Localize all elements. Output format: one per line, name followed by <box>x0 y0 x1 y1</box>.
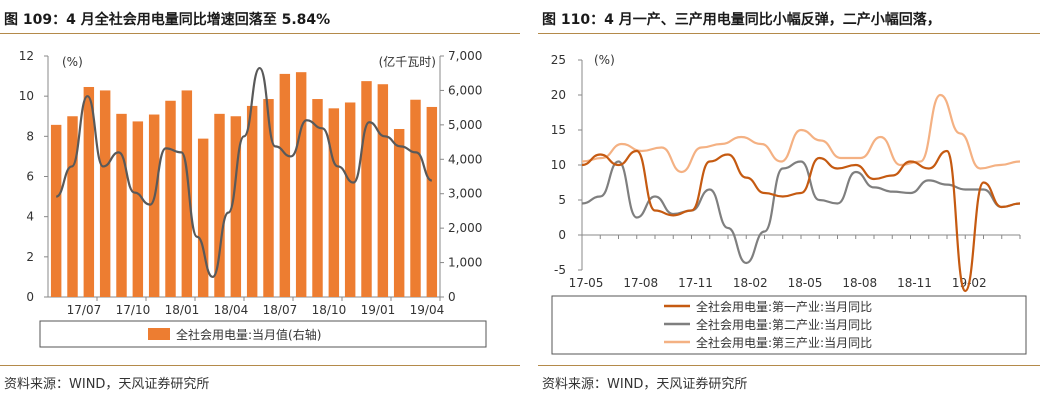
x-tick-label: 17-08 <box>623 276 658 290</box>
bar <box>410 99 421 297</box>
bar <box>328 108 340 298</box>
legend-label: 全社会用电量:当月值(右轴) <box>176 327 321 342</box>
secondary-industry-line <box>581 160 1021 265</box>
bar <box>197 138 209 297</box>
bar <box>116 113 127 297</box>
y-right-tick-label: 1,000 <box>448 256 482 270</box>
legend-label: 全社会用电量:第三产业:当月同比 <box>696 335 872 350</box>
y-left-tick-label: 12 <box>19 49 34 63</box>
y-right-tick-label: 4,000 <box>448 152 482 166</box>
x-tick-label: 17-11 <box>678 276 713 290</box>
y-tick-label: 15 <box>551 123 566 137</box>
bar <box>83 86 95 297</box>
y-right-tick-label: 2,000 <box>448 221 482 235</box>
x-tick-label: 18-11 <box>897 276 932 290</box>
chart-110-svg: 25 20 15 10 5 0 -5 (%) 17-05 17-08 17-11 18-02 18-05… <box>551 53 1027 355</box>
y-left-tick-label: 6 <box>26 170 34 184</box>
y-left-tick-label: 8 <box>26 129 34 143</box>
y-unit: (%) <box>594 53 615 67</box>
bar <box>279 73 291 297</box>
source-rule <box>538 365 1040 366</box>
title-rule <box>0 33 520 34</box>
figure-title: 图 110：4 月一产、三产用电量同比小幅反弹，二产小幅回落， <box>542 12 941 28</box>
figure-title: 图 109：4 月全社会用电量同比增速回落至 5.84% <box>4 12 331 28</box>
y-left-tick-label: 2 <box>26 250 34 264</box>
y-tick-label: -5 <box>554 263 566 277</box>
y-tick-label: 0 <box>558 228 566 242</box>
bar <box>246 105 258 298</box>
y-left-unit: (%) <box>62 55 83 69</box>
legend-box <box>551 295 1027 355</box>
y-right-tick-label: 7,000 <box>448 49 482 63</box>
y-left-tick-label: 4 <box>26 210 34 224</box>
x-tick-label: 18/07 <box>263 303 298 317</box>
y-left-tick-label: 10 <box>19 89 34 103</box>
x-tick-label: 17/07 <box>67 303 102 317</box>
bar <box>263 99 274 298</box>
bar <box>361 81 372 297</box>
y-tick-label: 5 <box>558 193 566 207</box>
bar <box>99 90 111 297</box>
x-tick-label: 18/01 <box>165 303 200 317</box>
bar <box>67 116 78 297</box>
bar <box>312 99 323 298</box>
x-tick-label: 17/10 <box>116 303 151 317</box>
figure-109: 图 109：4 月全社会用电量同比增速回落至 5.84% 0 2 4 6 8 10 12 0 1… <box>0 12 520 392</box>
bar <box>377 84 389 297</box>
y-tick-label: 10 <box>551 158 566 172</box>
x-tick-label: 18/04 <box>214 303 249 317</box>
x-tick-label: 18/10 <box>312 303 347 317</box>
x-tick-label: 18-05 <box>788 276 823 290</box>
y-left-tick-label: 0 <box>26 290 34 304</box>
bar <box>426 106 438 297</box>
y-right-tick-label: 5,000 <box>448 118 482 132</box>
x-tick-label: 19/01 <box>361 303 396 317</box>
y-right-tick-label: 0 <box>448 290 456 304</box>
figure-110: 图 110：4 月一产、三产用电量同比小幅反弹，二产小幅回落， 25 20 15 10… <box>538 0 1040 402</box>
x-tick-label: 18-02 <box>733 276 768 290</box>
x-tick-label: 18-08 <box>842 276 877 290</box>
bar <box>148 114 160 298</box>
y-right-unit: (亿千瓦时) <box>379 54 436 69</box>
bar <box>344 102 356 297</box>
figure-source: 资料来源：WIND，天风证券研究所 <box>542 377 748 392</box>
chart-109-svg: 0 2 4 6 8 10 12 0 1,000 2,000 3,000 4,000 5,000 6,000… <box>19 49 487 348</box>
x-tick-label: 19/04 <box>410 303 445 317</box>
bar <box>214 113 225 297</box>
bar <box>132 121 144 298</box>
y-right-tick-label: 6,000 <box>448 83 482 97</box>
x-tick-label: 17-05 <box>569 276 604 290</box>
bar <box>50 124 62 297</box>
legend-swatch <box>148 328 170 340</box>
title-rule <box>538 33 1040 34</box>
primary-industry-line <box>581 149 1021 293</box>
bar <box>393 128 405 297</box>
bar <box>165 100 176 297</box>
legend-label: 全社会用电量:第一产业:当月同比 <box>696 299 872 314</box>
legend-label: 全社会用电量:第二产业:当月同比 <box>696 317 872 332</box>
tertiary-industry-line <box>581 93 1021 174</box>
y-tick-label: 25 <box>551 53 566 67</box>
y-right-tick-label: 3,000 <box>448 187 482 201</box>
growth-line <box>55 66 433 279</box>
bar <box>181 90 193 297</box>
bar <box>295 72 307 297</box>
y-tick-label: 20 <box>551 88 566 102</box>
source-rule <box>0 365 520 366</box>
legend-box <box>39 320 487 348</box>
bar <box>230 116 242 297</box>
figure-source: 资料来源：WIND，天风证券研究所 <box>4 377 210 392</box>
